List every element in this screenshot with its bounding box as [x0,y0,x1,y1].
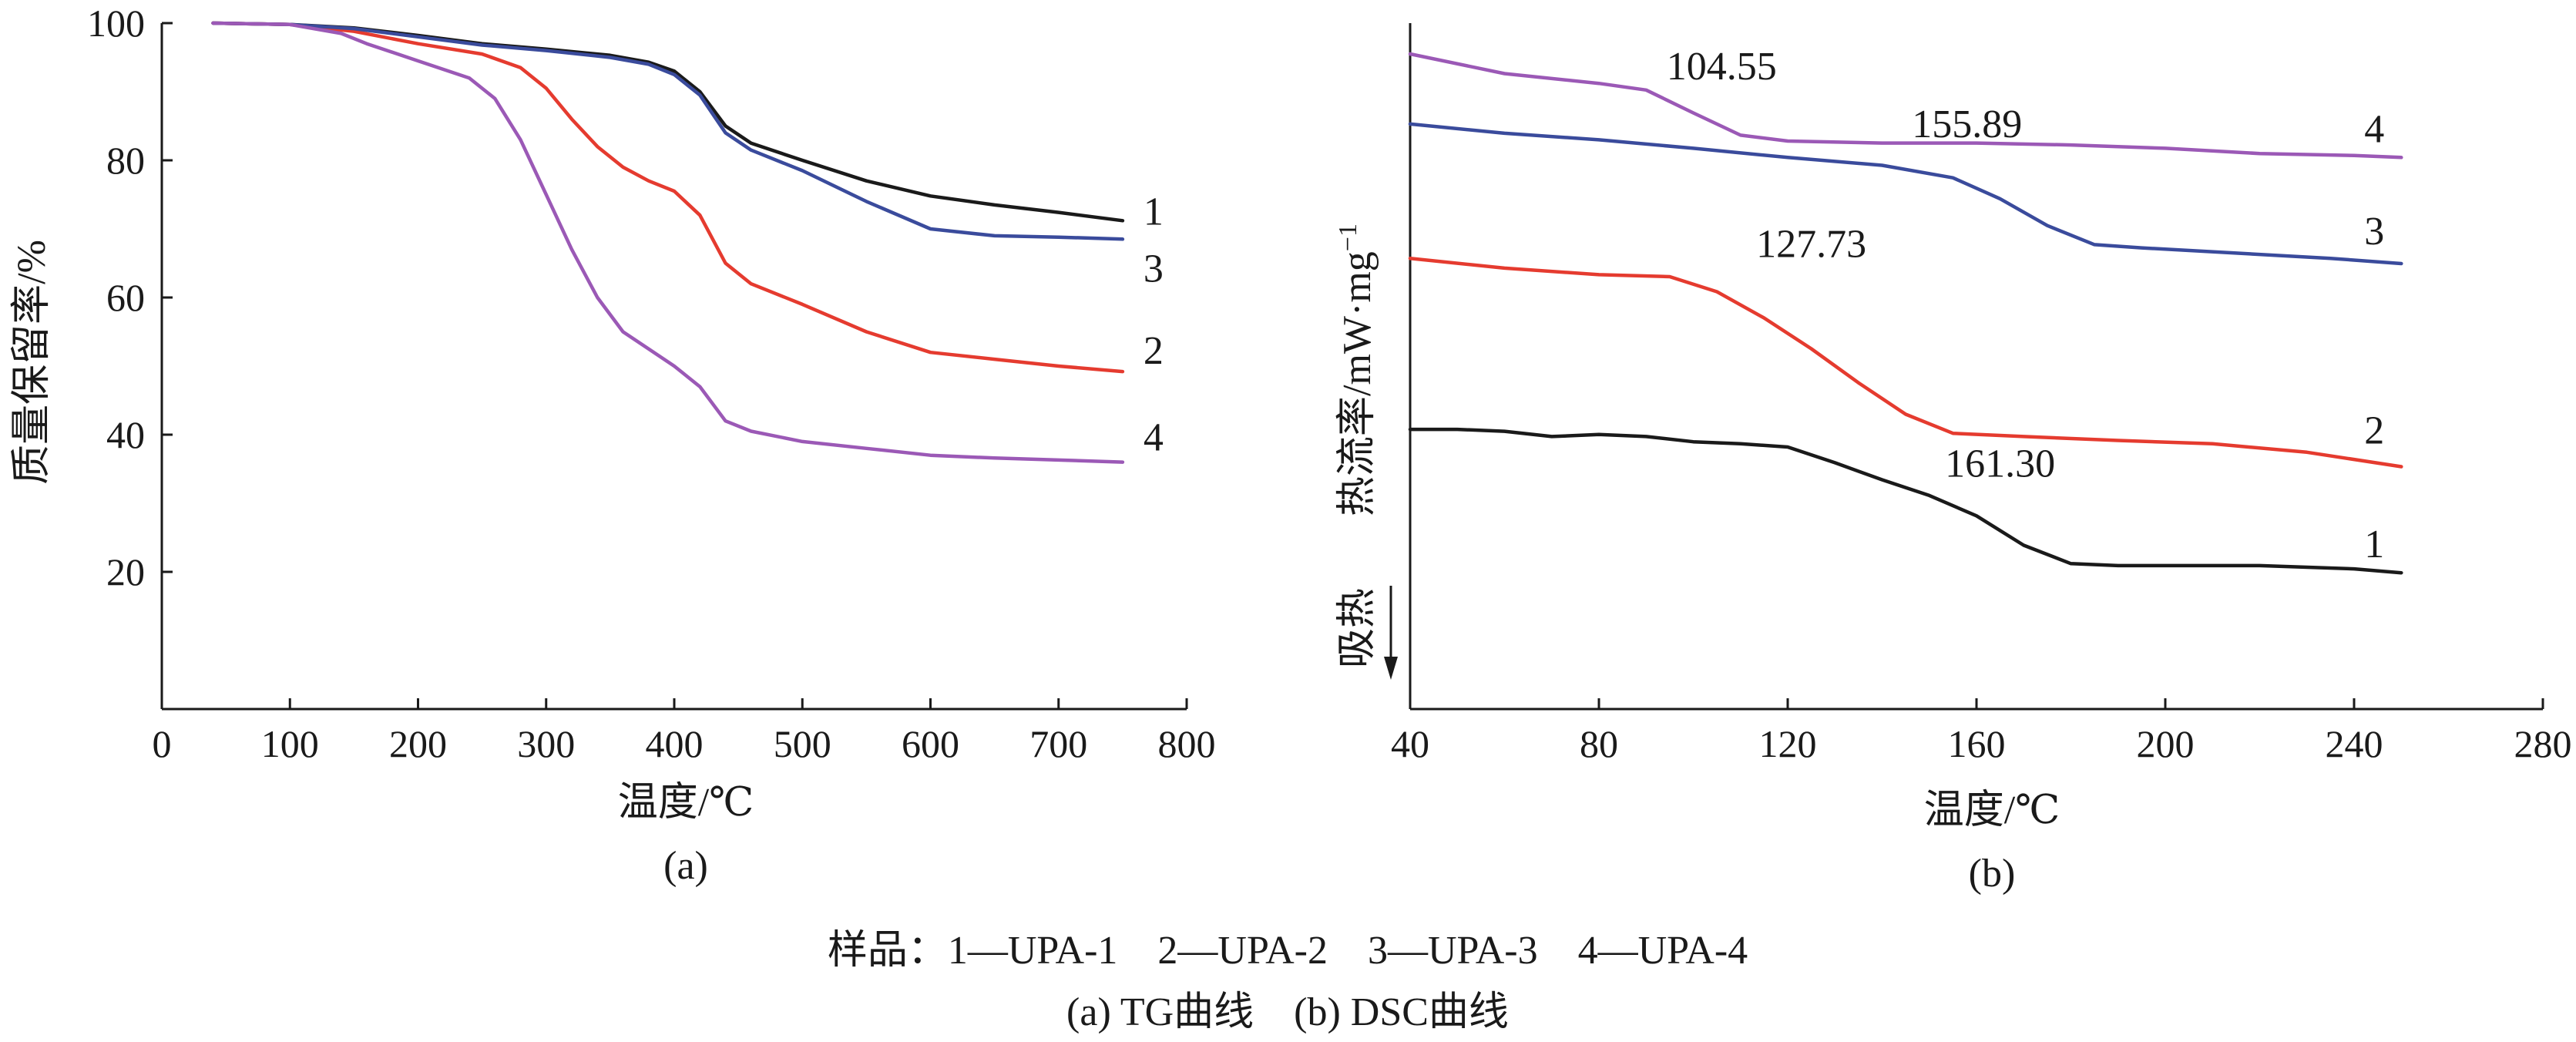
dsc-series-3-line [1408,122,2403,266]
tg-labels: 1 2 3 4 [1144,190,1164,459]
tg-x-tick-label: 100 [261,722,319,765]
tg-series-2-label: 2 [1144,329,1164,373]
dsc-series-2-annotation: 127.73 [1756,223,1866,267]
tg-subplot-label: (a) [663,844,708,888]
dsc-curves [1408,52,2403,575]
tg-y-tick-label: 20 [106,550,145,593]
tg-x-tick-label: 500 [774,722,831,765]
dsc-series-1-label: 1 [2364,523,2384,566]
tg-y-tick-label: 40 [106,413,145,456]
tg-chart-panel: 0 100 200 300 400 500 600 700 800 20 40 60 80 100 1 2 3… [10,2,1216,888]
dsc-series-3-annotation: 155.89 [1912,103,2022,146]
dsc-axes: 40 80 120 160 200 240 280 [1391,23,2572,765]
tg-y-tick-label: 100 [87,2,145,45]
dsc-series-4-label: 4 [2364,107,2384,151]
tg-curves [211,21,1125,464]
tg-series-1-line [211,21,1125,223]
dsc-series-2-line [1408,256,2403,469]
tg-x-tick-label: 400 [646,722,704,765]
tg-series-2-line [211,21,1125,374]
tg-y-axis-label: 质量保留率/% [10,240,54,485]
figure-caption-samples: 样品：1—UPA-1 2—UPA-2 3—UPA-3 4—UPA-4 [828,929,1748,973]
dsc-x-tick-label: 240 [2326,722,2383,765]
figure-caption-subtitles: (a) TG曲线 (b) DSC曲线 [1066,990,1509,1034]
dsc-series-3-label: 3 [2364,210,2384,254]
dsc-y-axis-label-main: 热流率/mW·mg [1335,251,1379,516]
dsc-series-4-line [1408,52,2403,160]
dsc-x-tick-label: 280 [2514,722,2572,765]
dsc-series-2-label: 2 [2364,409,2384,453]
tg-x-tick-label: 300 [517,722,575,765]
tg-series-3-line [211,21,1125,241]
tg-y-tick-label: 80 [106,139,145,182]
tg-y-tick-label: 60 [106,276,145,319]
dsc-y-axis-label-superscript: −1 [1334,224,1362,251]
dsc-series-1-line [1408,427,2403,575]
dsc-x-tick-label: 80 [1580,722,1618,765]
tg-x-tick-label: 800 [1158,722,1216,765]
dsc-subplot-label: (b) [1969,852,2016,896]
tg-x-tick-label: 700 [1029,722,1087,765]
dsc-chart-panel: 40 80 120 160 200 240 280 1 161.30 2 127.73 3 155.8… [1334,23,2572,896]
tg-series-4-label: 4 [1144,416,1164,460]
tg-axes: 0 100 200 300 400 500 600 700 800 20 40 60 80 100 [87,2,1216,765]
dsc-series-4-annotation: 104.55 [1667,45,1777,89]
dsc-y-axis-label: 热流率/mW·mg−1 [1334,224,1379,516]
tg-x-tick-label: 200 [389,722,447,765]
dsc-series-1-annotation: 161.30 [1945,442,2055,486]
tg-x-tick-label: 0 [153,722,172,765]
dsc-x-tick-label: 120 [1759,722,1817,765]
dsc-endo-label: 吸热 [1335,588,1379,668]
tg-series-3-label: 3 [1144,247,1164,291]
tg-series-1-label: 1 [1144,190,1164,234]
dsc-x-tick-label: 200 [2137,722,2195,765]
tg-series-4-line [211,21,1125,464]
dsc-endo-arrow-head [1384,657,1398,680]
tg-x-tick-label: 600 [902,722,959,765]
dsc-x-axis-label: 温度/℃ [1924,788,2060,832]
dsc-x-tick-label: 160 [1948,722,2006,765]
dsc-x-tick-label: 40 [1391,722,1429,765]
tg-x-axis-label: 温度/℃ [618,781,754,825]
dsc-labels: 1 161.30 2 127.73 3 155.89 4 104.55 [1667,45,2385,566]
